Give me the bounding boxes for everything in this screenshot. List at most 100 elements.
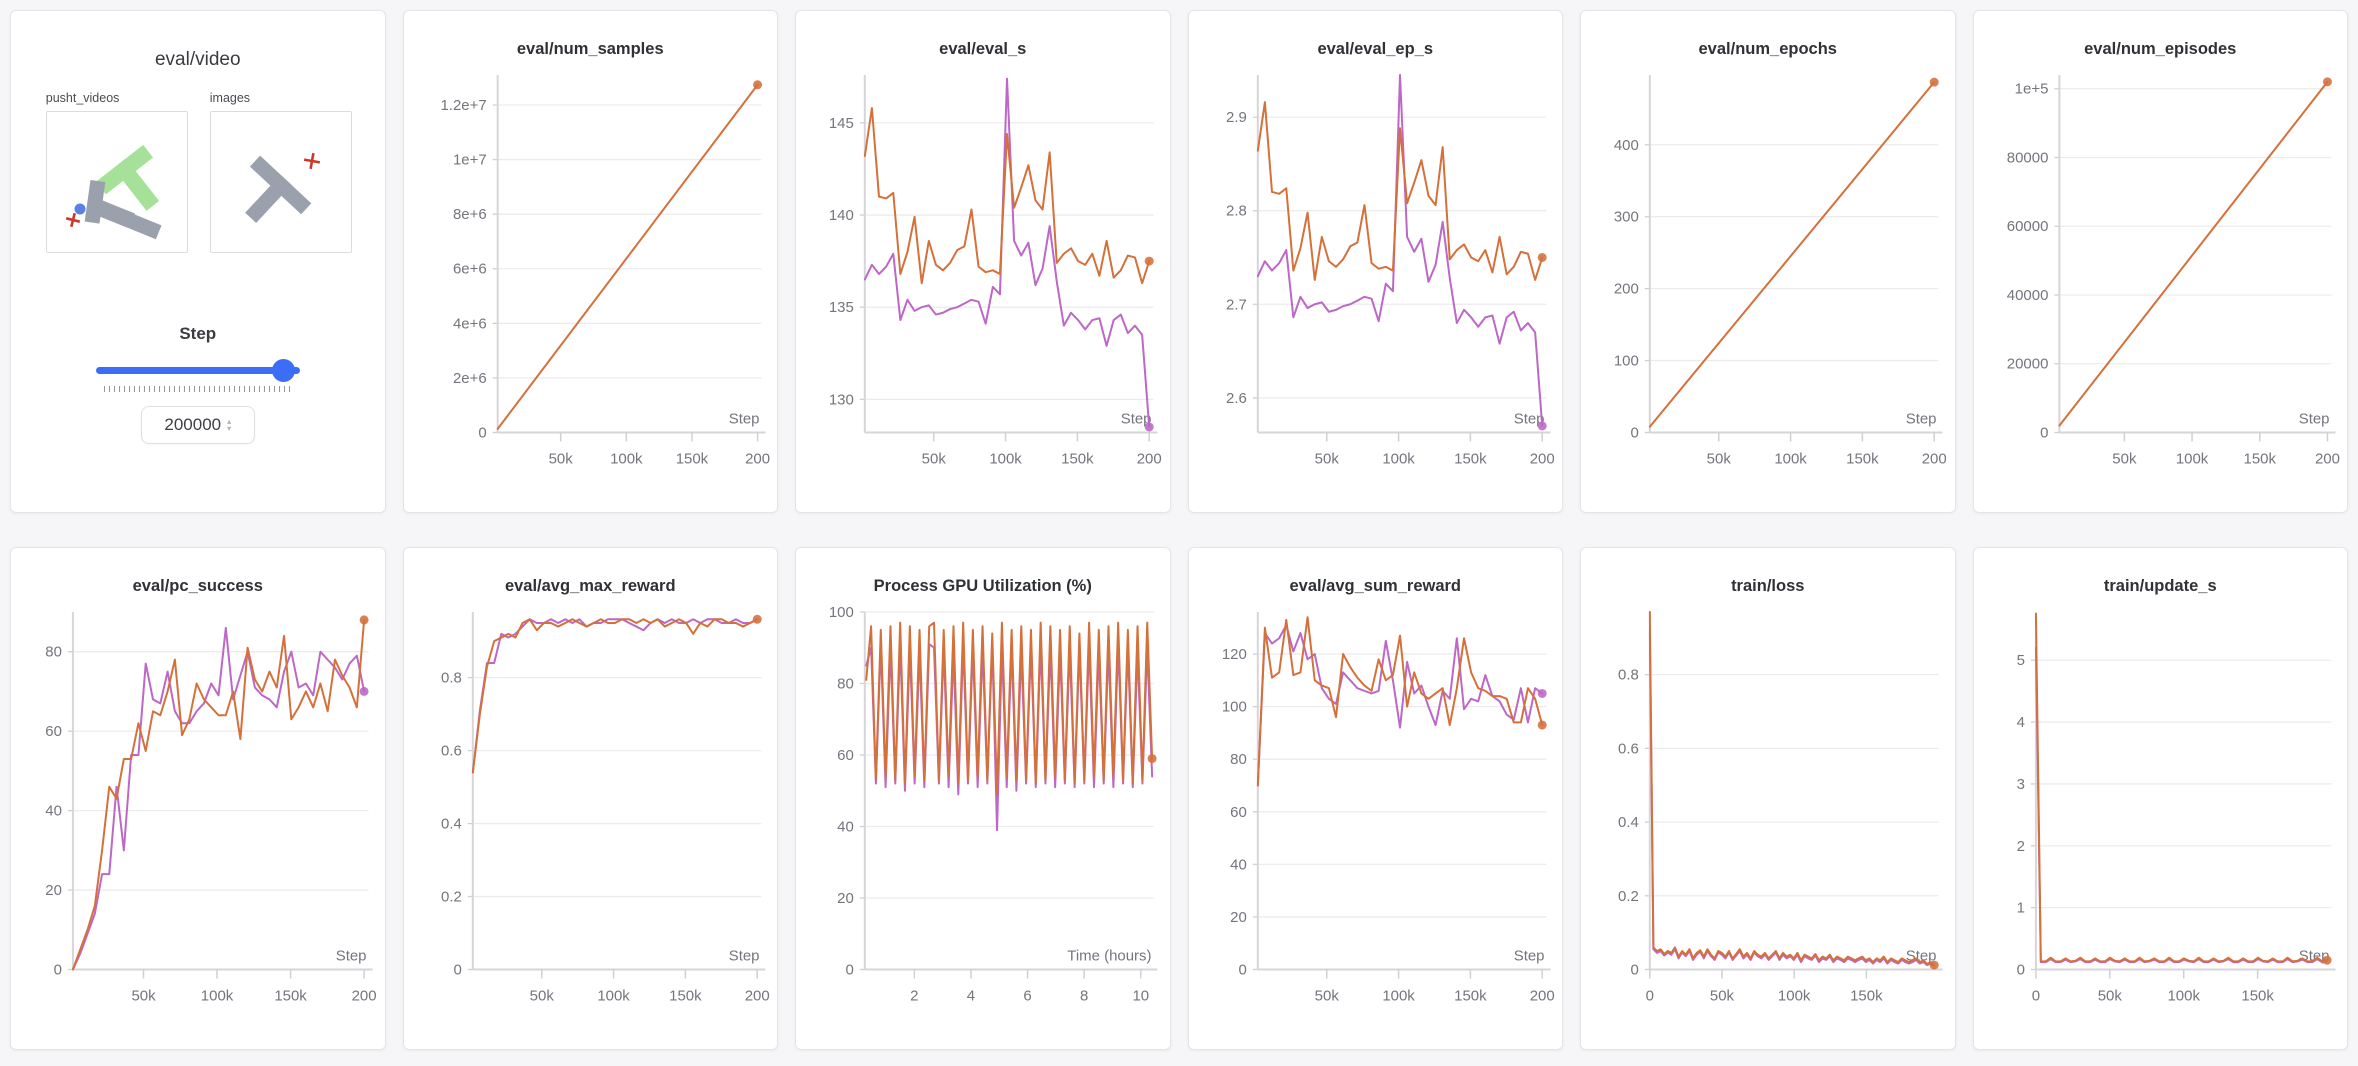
chart-canvas[interactable]: 0 20000 40000 60000 80000 1e+5 50k 100k 150k 200 S…	[1974, 61, 2348, 492]
series-line-purple	[471, 617, 758, 773]
series-line-purple	[1256, 73, 1543, 427]
svg-text:150k: 150k	[1454, 450, 1487, 467]
svg-text:300: 300	[1614, 209, 1639, 226]
series-endpoint-dot-orange	[752, 614, 762, 624]
svg-text:150k: 150k	[1061, 450, 1094, 467]
svg-text:0.2: 0.2	[1618, 887, 1639, 904]
svg-text:40000: 40000	[2006, 287, 2048, 304]
series-endpoint-dot-orange	[1929, 77, 1939, 87]
svg-text:0: 0	[2031, 987, 2039, 1004]
svg-text:50k: 50k	[2112, 450, 2137, 467]
series-line-purple	[863, 77, 1151, 429]
pusht-video-thumbnail[interactable]	[45, 111, 188, 253]
series-endpoint-dot-purple	[1144, 422, 1154, 432]
chart-canvas[interactable]: 0 20 40 60 80 100 2 4 6 8 10 Time (hours)	[796, 598, 1170, 1029]
svg-text:140: 140	[829, 207, 854, 224]
svg-text:20: 20	[837, 889, 854, 906]
chart-canvas[interactable]: 0 0.2 0.4 0.6 0.8 50k 100k 150k 200 Step	[404, 598, 778, 1029]
series-endpoint-dot-purple	[359, 686, 369, 696]
svg-text:4: 4	[967, 987, 975, 1004]
svg-text:20000: 20000	[2006, 356, 2048, 373]
svg-text:200: 200	[745, 450, 770, 467]
svg-text:50k: 50k	[1710, 987, 1735, 1004]
svg-text:60: 60	[1230, 803, 1247, 820]
step-up-icon[interactable]: ▴	[227, 417, 232, 426]
svg-text:1e+7: 1e+7	[452, 152, 486, 169]
step-slider[interactable]	[95, 358, 300, 384]
svg-text:0.2: 0.2	[441, 888, 462, 905]
svg-text:0: 0	[845, 961, 853, 978]
step-section: Step 200000 ▴ ▾	[11, 324, 385, 444]
svg-text:100: 100	[1614, 353, 1639, 370]
chart-canvas[interactable]: 0 20 40 60 80 50k 100k 150k 200 Step	[11, 598, 385, 1029]
video-panel-title: eval/video	[154, 49, 241, 70]
svg-text:100k: 100k	[2175, 450, 2208, 467]
svg-text:Step: Step	[1513, 411, 1544, 428]
svg-text:150k: 150k	[2243, 450, 2276, 467]
chart-panel-eval-avg-max-reward: eval/avg_max_reward 0 0.2 0.4 0.6 0.8 50k 100k 1…	[402, 546, 778, 1050]
series-endpoint-dot-orange	[2322, 955, 2332, 965]
chart-panel-eval-num-samples: eval/num_samples 0 2e+6 4e+6 6e+6 8e+6 1e+7 1.2…	[402, 10, 778, 513]
svg-text:0: 0	[1646, 987, 1654, 1004]
chart-canvas[interactable]: 2.6 2.7 2.8 2.9 50k 100k 150k 200 Step	[1189, 61, 1563, 492]
svg-text:Step: Step	[728, 411, 759, 428]
svg-text:100k: 100k	[1382, 987, 1415, 1004]
images-thumbnail[interactable]	[209, 111, 352, 253]
svg-text:3: 3	[2016, 775, 2024, 792]
series-endpoint-dot-orange	[359, 614, 369, 624]
chart-panel-eval-avg-sum-reward: eval/avg_sum_reward 0 20 40 60 80 100 120 50k 100…	[1187, 546, 1563, 1050]
series-line-orange	[1256, 615, 1543, 786]
chart-canvas[interactable]: 0 100 200 300 400 50k 100k 150k 200 Step	[1581, 61, 1955, 492]
chart-title: eval/num_epochs	[1698, 40, 1837, 58]
svg-text:2.9: 2.9	[1226, 109, 1247, 126]
svg-text:2.8: 2.8	[1226, 203, 1247, 220]
svg-text:60000: 60000	[2006, 218, 2048, 235]
svg-text:Time (hours): Time (hours)	[1067, 947, 1151, 964]
chart-title: eval/eval_s	[939, 40, 1027, 58]
slider-track[interactable]	[95, 367, 300, 374]
chart-title: eval/pc_success	[132, 576, 263, 595]
svg-text:150k: 150k	[274, 987, 307, 1004]
agent-dot	[74, 203, 86, 215]
svg-text:200: 200	[744, 987, 769, 1004]
chart-title: train/update_s	[2103, 576, 2217, 595]
step-stepper[interactable]: ▴ ▾	[227, 417, 232, 433]
chart-canvas[interactable]: 130 135 140 145 50k 100k 150k 200 Step	[796, 61, 1170, 492]
series-endpoint-dot-orange	[1929, 960, 1939, 970]
series-line-orange	[1256, 101, 1543, 281]
svg-text:6e+6: 6e+6	[452, 261, 486, 278]
step-down-icon[interactable]: ▾	[227, 424, 232, 433]
series-endpoint-dot-orange	[2322, 77, 2332, 87]
svg-text:0: 0	[2040, 424, 2048, 441]
svg-text:200: 200	[1137, 450, 1162, 467]
chart-title: eval/eval_ep_s	[1317, 40, 1434, 58]
svg-text:Step: Step	[1121, 411, 1152, 428]
svg-text:40: 40	[1230, 856, 1247, 873]
chart-panel-eval-eval-ep-s: eval/eval_ep_s 2.6 2.7 2.8 2.9 50k 100k 150k 200…	[1187, 10, 1563, 513]
svg-text:0: 0	[2016, 961, 2024, 978]
series-line-orange	[2057, 80, 2328, 427]
slider-thumb[interactable]	[271, 359, 295, 382]
svg-text:80000: 80000	[2006, 149, 2048, 166]
series-endpoint-dot-purple	[1537, 421, 1547, 431]
svg-text:60: 60	[45, 723, 62, 740]
svg-text:80: 80	[837, 675, 854, 692]
media-row: pusht_videos	[11, 91, 385, 258]
chart-canvas[interactable]: 0 20 40 60 80 100 120 50k 100k 150k 200 Step	[1189, 598, 1563, 1029]
svg-text:0.4: 0.4	[441, 815, 462, 832]
chart-canvas[interactable]: 0 2e+6 4e+6 6e+6 8e+6 1e+7 1.2e+7 50k 100k 150k 20…	[404, 61, 778, 492]
step-value-input[interactable]: 200000 ▴ ▾	[140, 406, 255, 444]
svg-text:100k: 100k	[1778, 987, 1811, 1004]
series-line-orange	[1648, 81, 1936, 428]
svg-text:150k: 150k	[2241, 987, 2274, 1004]
chart-title: eval/num_episodes	[2084, 40, 2237, 58]
svg-text:1e+5: 1e+5	[2014, 81, 2048, 98]
svg-text:0: 0	[1238, 961, 1246, 978]
svg-text:200: 200	[2314, 450, 2339, 467]
svg-text:50k: 50k	[2097, 987, 2122, 1004]
svg-text:100k: 100k	[1382, 450, 1415, 467]
svg-text:5: 5	[2016, 652, 2024, 669]
svg-text:80: 80	[45, 643, 62, 660]
